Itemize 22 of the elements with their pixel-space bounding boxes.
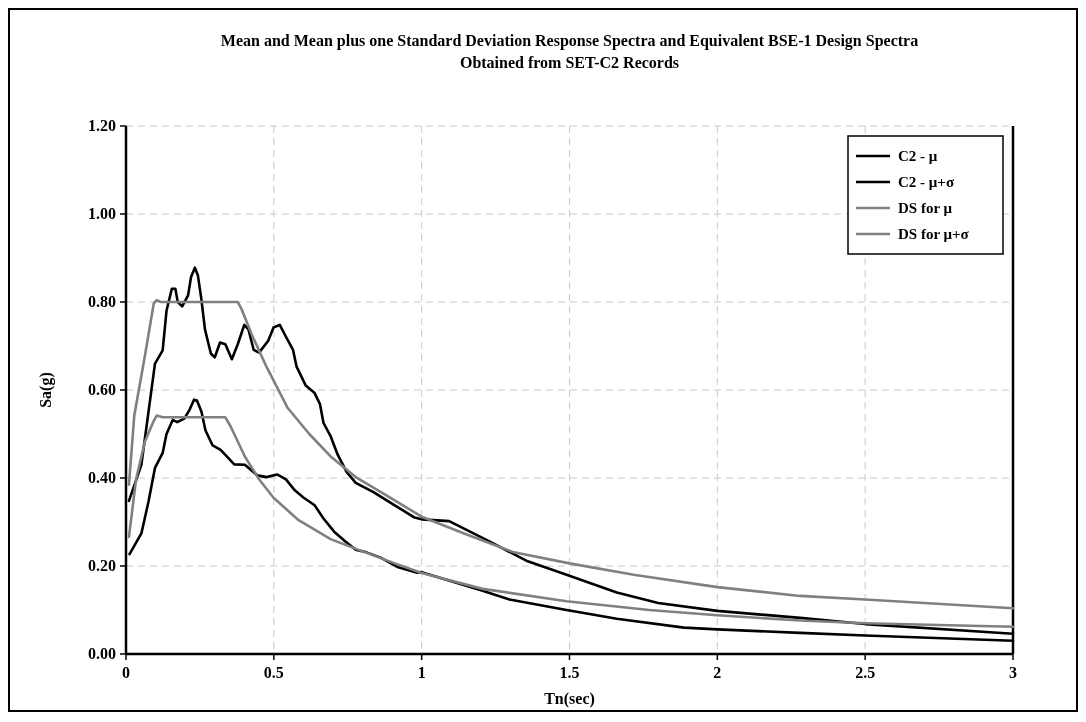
x-tick-label: 0 xyxy=(122,664,130,681)
y-tick-label: 0.80 xyxy=(88,293,116,310)
legend-label: C2 - μ+σ xyxy=(898,174,955,190)
x-tick-label: 2 xyxy=(713,664,722,681)
y-tick-label: 1.00 xyxy=(88,205,116,222)
y-tick-label: 0.00 xyxy=(88,645,116,662)
legend-label: DS for μ xyxy=(898,200,953,216)
y-tick-label: 0.60 xyxy=(88,381,116,398)
x-tick-label: 1.5 xyxy=(559,664,580,681)
x-tick-label: 2.5 xyxy=(855,664,876,681)
legend-label: DS for μ+σ xyxy=(898,226,970,242)
legend-label: C2 - μ xyxy=(898,148,938,164)
chart-title: Mean and Mean plus one Standard Deviation Response Spectra and Equivalent BSE-1 Design Spectra Obtained from SET-C2 Records xyxy=(220,32,919,71)
x-tick-label: 3 xyxy=(1009,664,1017,681)
x-tick-label: 0.5 xyxy=(263,664,284,681)
x-axis-title: Tn(sec) xyxy=(544,690,595,708)
line-series xyxy=(127,298,1015,610)
x-tick-label: 1 xyxy=(417,664,426,681)
y-axis-title: Sa(g) xyxy=(37,372,55,408)
y-tick-label: 0.40 xyxy=(88,469,116,486)
y-tick-label: 1.20 xyxy=(88,117,116,134)
y-tick-label: 0.20 xyxy=(88,557,116,574)
